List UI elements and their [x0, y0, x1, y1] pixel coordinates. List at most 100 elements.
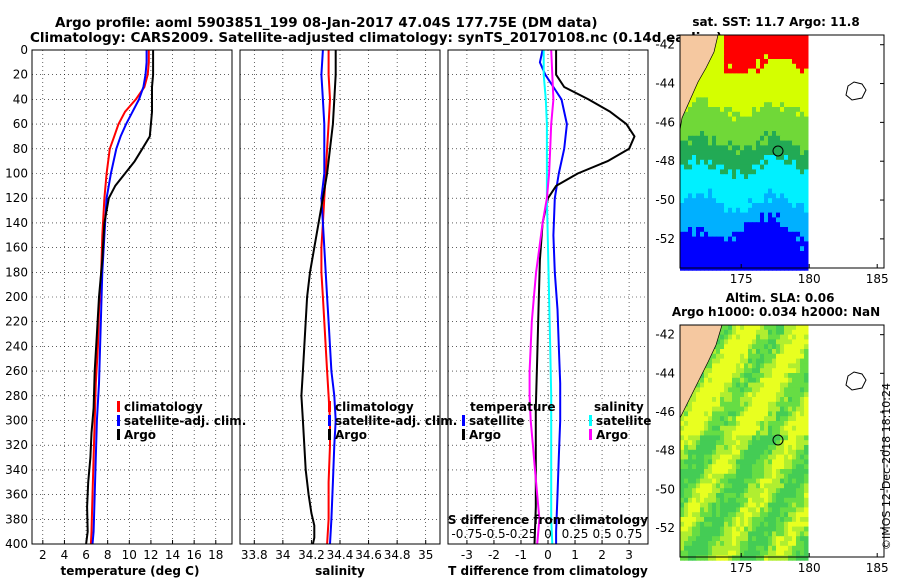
map-cell [696, 459, 701, 465]
map-cell [784, 454, 789, 460]
map-cell [792, 550, 797, 556]
map-cell [756, 39, 761, 46]
map-cell [776, 555, 781, 561]
map-cell [704, 107, 709, 113]
map-cell [684, 502, 689, 508]
map-cell [780, 246, 785, 252]
map-cell [760, 39, 765, 46]
x-tick-label: 35 [418, 548, 433, 562]
map-cell [720, 550, 725, 556]
map-cell [780, 411, 785, 417]
map-cell [740, 107, 745, 113]
map-cell [740, 329, 745, 336]
map-cell [680, 217, 685, 223]
map-cell [748, 107, 753, 113]
map-cell [784, 392, 789, 398]
map-cell [724, 145, 729, 151]
map-cell [712, 507, 717, 513]
map-cell [780, 212, 785, 218]
map-cell [784, 334, 789, 340]
map-cell [724, 49, 729, 55]
map-cell [708, 159, 713, 166]
map-cell [728, 255, 733, 262]
map-cell [720, 164, 725, 170]
map-cell [680, 164, 685, 170]
map-cell [704, 512, 709, 518]
map-cell [748, 329, 753, 336]
map-cell [696, 135, 701, 142]
map-cell [788, 459, 793, 465]
map-cell [772, 349, 777, 355]
map-cell [764, 339, 769, 345]
map-cell [788, 497, 793, 504]
map-cell [752, 517, 757, 523]
map-cell [740, 255, 745, 262]
map-cell [728, 179, 733, 185]
map-cell [740, 39, 745, 46]
map-cell [724, 102, 729, 108]
map-cell [740, 397, 745, 403]
map-cell [712, 183, 717, 190]
map-cell [792, 150, 797, 156]
map-cell [772, 121, 777, 127]
map-cell [700, 493, 705, 499]
map-cell [800, 353, 805, 360]
map-cell [780, 334, 785, 340]
map-y-tick-label: -50 [655, 482, 675, 496]
map-cell [776, 39, 781, 46]
map-cell [784, 159, 789, 166]
map-cell [732, 425, 737, 432]
map-cell [780, 555, 785, 561]
map-cell [732, 121, 737, 127]
depth-tick-label: 240 [5, 339, 28, 353]
map-cell [768, 260, 773, 266]
map-cell [708, 445, 713, 451]
map-cell [772, 344, 777, 350]
map-cell [692, 102, 697, 108]
map-cell [724, 493, 729, 499]
map-cell [760, 536, 765, 542]
map-cell [740, 526, 745, 532]
map-cell [752, 358, 757, 364]
map-cell [708, 449, 713, 456]
map-cell [720, 512, 725, 518]
map-cell [792, 373, 797, 379]
map-cell [796, 169, 801, 175]
map-cell [756, 421, 761, 427]
legend-swatch-s-satellite [589, 415, 592, 426]
map-cell [688, 521, 693, 528]
map-cell [680, 430, 685, 436]
map-cell [716, 521, 721, 528]
map-cell [796, 483, 801, 489]
map-cell [732, 107, 737, 113]
map-cell [764, 454, 769, 460]
depth-tick-label: 60 [13, 117, 28, 131]
map-cell [700, 464, 705, 470]
map-cell [748, 401, 753, 408]
map-cell [736, 193, 741, 199]
map-cell [764, 469, 769, 475]
map-cell [764, 49, 769, 55]
map-cell [744, 39, 749, 46]
map-cell [788, 111, 793, 118]
map-cell [768, 83, 773, 89]
map-cell [768, 111, 773, 118]
map-cell [748, 203, 753, 209]
map-cell [716, 198, 721, 204]
map-cell [688, 411, 693, 417]
map-cell [744, 193, 749, 199]
map-cell [708, 203, 713, 209]
map-cell [704, 473, 709, 480]
map-cell [788, 344, 793, 350]
map-cell [688, 536, 693, 542]
map-cell [696, 111, 701, 118]
map-cell [748, 382, 753, 388]
map-cell [744, 497, 749, 504]
map-cell [784, 497, 789, 504]
map-cell [716, 377, 721, 384]
map-cell [756, 54, 761, 60]
map-cell [764, 174, 769, 180]
map-cell [736, 353, 741, 360]
map-cell [724, 334, 729, 340]
map-cell [780, 488, 785, 494]
